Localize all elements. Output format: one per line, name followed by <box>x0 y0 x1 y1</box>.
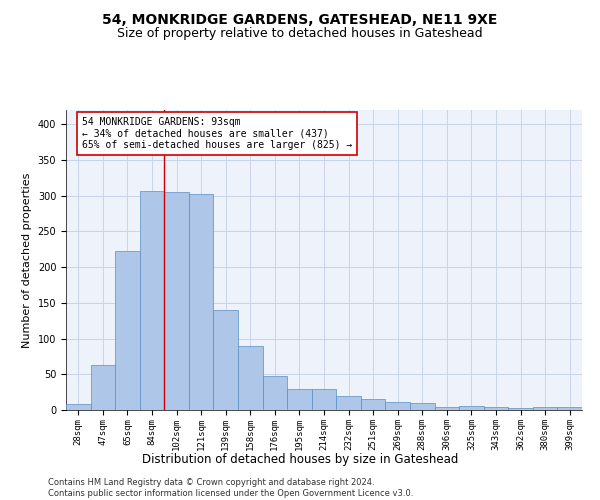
Y-axis label: Number of detached properties: Number of detached properties <box>22 172 32 348</box>
Bar <box>164 192 189 410</box>
Text: Distribution of detached houses by size in Gateshead: Distribution of detached houses by size … <box>142 452 458 466</box>
Bar <box>508 408 533 410</box>
Text: 54 MONKRIDGE GARDENS: 93sqm
← 34% of detached houses are smaller (437)
65% of se: 54 MONKRIDGE GARDENS: 93sqm ← 34% of det… <box>82 117 352 150</box>
Bar <box>557 407 582 410</box>
Bar <box>66 404 91 410</box>
Bar <box>361 400 385 410</box>
Bar <box>484 407 508 410</box>
Bar <box>238 346 263 410</box>
Bar <box>214 310 238 410</box>
Bar <box>263 376 287 410</box>
Bar <box>434 407 459 410</box>
Bar <box>410 403 434 410</box>
Bar <box>140 190 164 410</box>
Bar <box>115 252 140 410</box>
Bar <box>287 388 312 410</box>
Bar <box>336 396 361 410</box>
Bar <box>312 388 336 410</box>
Bar <box>459 406 484 410</box>
Bar <box>91 365 115 410</box>
Text: Size of property relative to detached houses in Gateshead: Size of property relative to detached ho… <box>117 28 483 40</box>
Bar <box>385 402 410 410</box>
Bar <box>189 194 214 410</box>
Text: Contains HM Land Registry data © Crown copyright and database right 2024.
Contai: Contains HM Land Registry data © Crown c… <box>48 478 413 498</box>
Bar <box>533 407 557 410</box>
Text: 54, MONKRIDGE GARDENS, GATESHEAD, NE11 9XE: 54, MONKRIDGE GARDENS, GATESHEAD, NE11 9… <box>103 12 497 26</box>
